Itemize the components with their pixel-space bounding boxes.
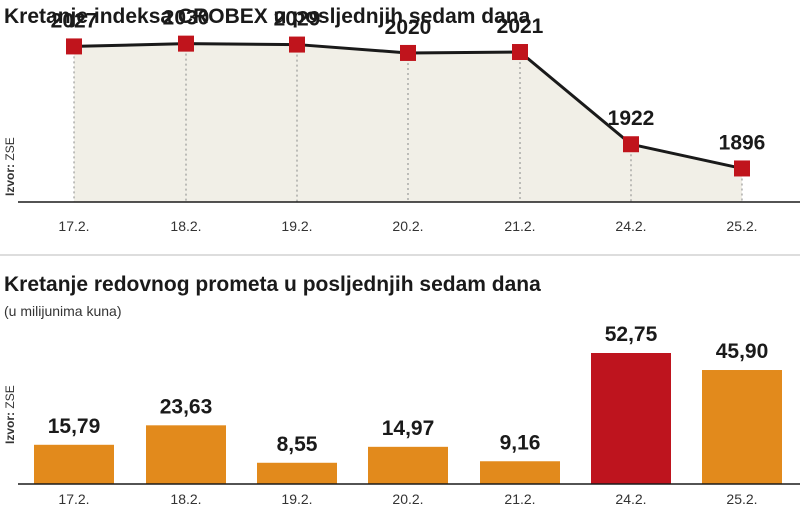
bar-value-label: 8,55 xyxy=(277,433,318,456)
line-point xyxy=(512,44,528,61)
bar xyxy=(480,461,560,484)
line-point xyxy=(178,35,194,52)
line-value-label: 2021 xyxy=(497,15,544,38)
bar-value-label: 45,90 xyxy=(716,340,769,363)
line-markers xyxy=(66,35,750,177)
bar-x-tick-label: 21.2. xyxy=(504,491,535,507)
line-point xyxy=(623,136,639,153)
bar-x-tick-label: 25.2. xyxy=(726,491,757,507)
bar-value-label: 15,79 xyxy=(48,415,101,438)
line-x-tick-label: 18.2. xyxy=(170,218,201,234)
bar-chart: Kretanje redovnog prometa u posljednjih … xyxy=(3,273,800,507)
line-value-labels: 2027 2030 2029 2020 2021 1922 1896 xyxy=(51,7,766,155)
bar xyxy=(368,446,448,484)
line-value-label: 2027 xyxy=(51,9,98,32)
bar-x-tick-label: 20.2. xyxy=(392,491,423,507)
bar xyxy=(702,370,782,484)
line-value-label: 2030 xyxy=(163,7,210,30)
bar-chart-title: Kretanje redovnog prometa u posljednjih … xyxy=(4,273,541,296)
bar xyxy=(34,444,114,484)
line-point xyxy=(66,38,82,55)
bar-x-tick-label: 19.2. xyxy=(281,491,312,507)
line-x-tick-label: 17.2. xyxy=(58,218,89,234)
bar xyxy=(591,353,671,484)
line-x-tick-label: 25.2. xyxy=(726,218,757,234)
line-value-label: 1896 xyxy=(719,131,766,154)
line-point xyxy=(289,36,305,53)
bar-x-tick-label: 24.2. xyxy=(615,491,646,507)
bar xyxy=(146,425,226,484)
bar-x-tick-label: 17.2. xyxy=(58,491,89,507)
bar-source-note: Izvor: ZSE xyxy=(3,385,17,444)
line-x-tick-label: 20.2. xyxy=(392,218,423,234)
line-x-tick-label: 19.2. xyxy=(281,218,312,234)
line-chart: Kretanje indeksa CROBEX u posljednjih se… xyxy=(3,5,800,234)
line-area-fill xyxy=(74,43,742,203)
line-chart-title: Kretanje indeksa CROBEX u posljednjih se… xyxy=(4,5,531,28)
line-value-label: 2029 xyxy=(274,8,321,31)
bar-value-label: 14,97 xyxy=(382,417,435,440)
bar-value-label: 52,75 xyxy=(605,323,658,346)
bar-value-labels: 15,79 23,63 8,55 14,97 9,16 52,75 45,90 xyxy=(48,323,769,456)
line-value-label: 2020 xyxy=(385,16,432,39)
line-x-tick-labels: 17.2. 18.2. 19.2. 20.2. 21.2. 24.2. 25.2. xyxy=(58,218,757,234)
line-x-tick-label: 24.2. xyxy=(615,218,646,234)
bar-x-tick-label: 18.2. xyxy=(170,491,201,507)
line-point xyxy=(400,44,416,61)
bar-value-label: 23,63 xyxy=(160,395,213,418)
bar-x-tick-labels: 17.2. 18.2. 19.2. 20.2. 21.2. 24.2. 25.2. xyxy=(58,491,757,507)
line-value-label: 1922 xyxy=(608,107,655,130)
line-point xyxy=(734,160,750,177)
bar-chart-subtitle: (u milijunima kuna) xyxy=(4,303,121,319)
bar xyxy=(257,462,337,484)
line-x-tick-label: 21.2. xyxy=(504,218,535,234)
line-source-note: Izvor: ZSE xyxy=(3,137,17,196)
bars xyxy=(34,353,782,484)
bar-value-label: 9,16 xyxy=(500,431,541,454)
